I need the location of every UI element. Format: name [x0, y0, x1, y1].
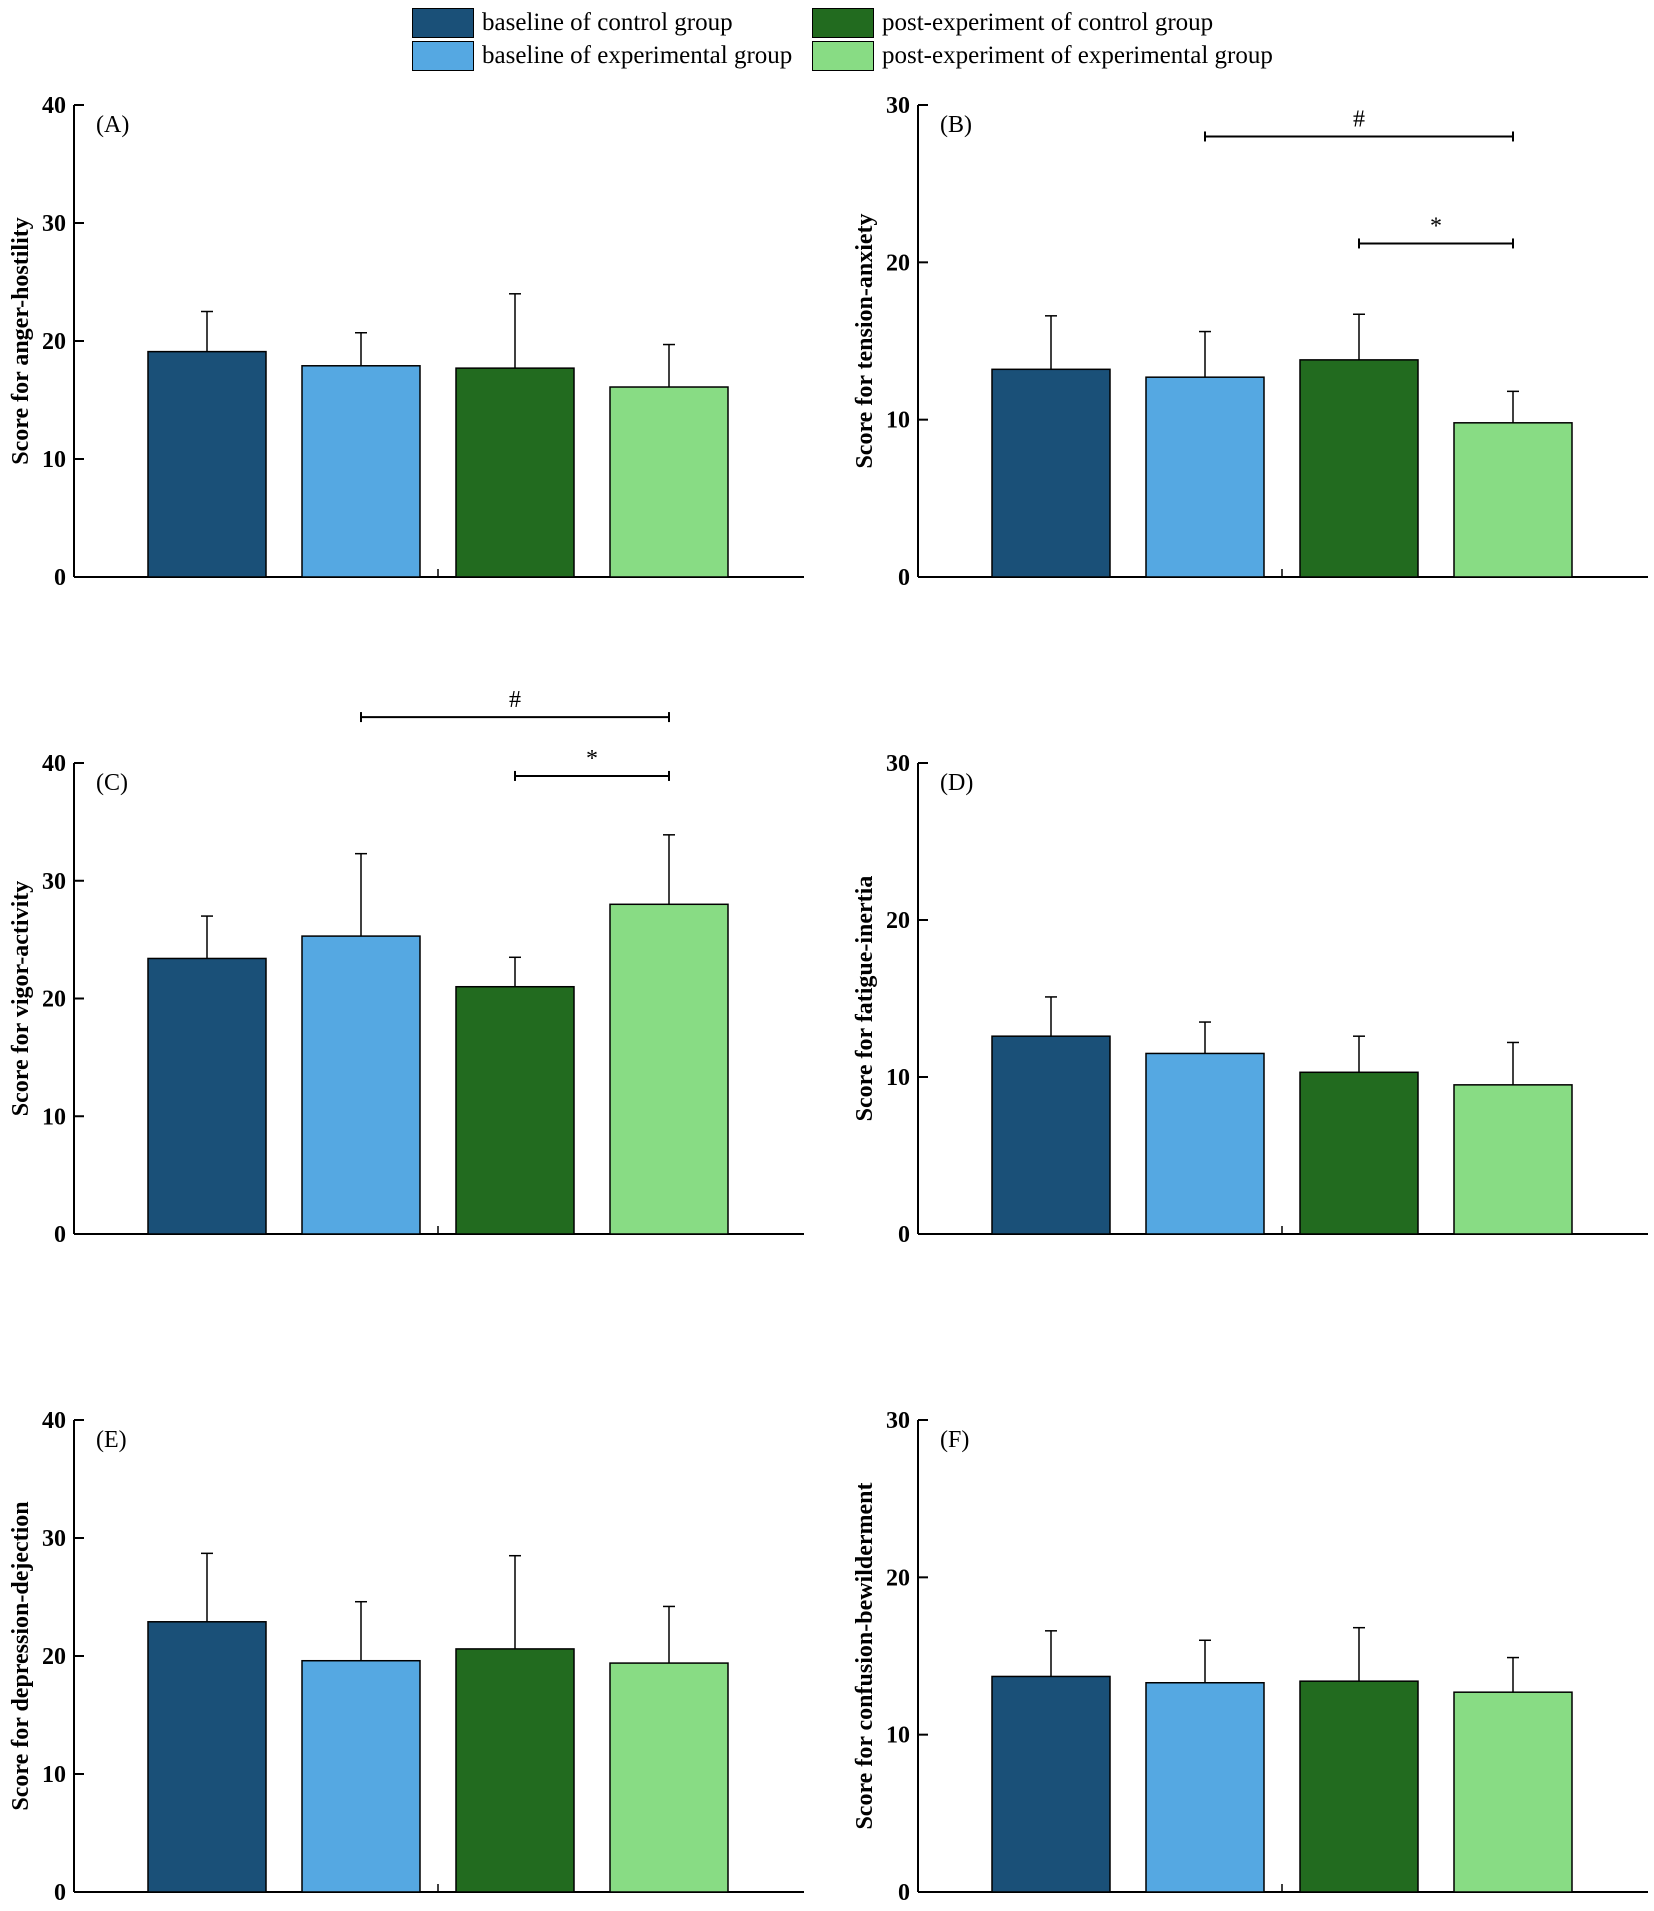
legend-label: baseline of experimental group: [482, 42, 793, 69]
panel-label: (D): [940, 770, 973, 796]
legend-item: post-experiment of control group: [812, 7, 1213, 39]
y-tick-label: 30: [886, 93, 910, 119]
bar: [1145, 1681, 1265, 1893]
legend-swatch-baseline-control: [412, 8, 474, 38]
y-tick-label: 0: [898, 1222, 910, 1248]
bar: [1453, 1691, 1573, 1893]
legend-item: baseline of experimental group: [412, 40, 792, 72]
y-tick-label: 20: [886, 250, 910, 276]
bar: [147, 350, 267, 578]
significance-marker: *: [586, 746, 598, 772]
y-tick-label: 0: [898, 1880, 910, 1906]
bar: [455, 367, 575, 578]
bar: [455, 985, 575, 1235]
panel-label: (C): [96, 770, 128, 796]
bar: [609, 386, 729, 578]
bar: [1145, 376, 1265, 578]
bar: [991, 1675, 1111, 1893]
y-tick-label: 10: [886, 408, 910, 434]
bar: [301, 365, 421, 578]
y-axis-label: Score for anger-hostility: [8, 217, 34, 465]
y-tick-label: 20: [42, 1644, 66, 1670]
legend-swatch-post-experimental: [812, 41, 874, 71]
bar: [609, 1662, 729, 1893]
y-tick-label: 10: [42, 1762, 66, 1788]
y-tick-label: 0: [54, 565, 66, 591]
significance-marker: #: [509, 687, 521, 713]
bar: [147, 957, 267, 1235]
y-tick-label: 40: [42, 1408, 66, 1434]
legend-item: baseline of control group: [412, 7, 733, 39]
y-tick-label: 20: [886, 908, 910, 934]
panel-label: (A): [96, 112, 129, 138]
y-axis-label: Score for tension-anxiety: [852, 213, 878, 468]
y-tick-label: 10: [42, 1104, 66, 1130]
bar: [1299, 1071, 1419, 1235]
bar: [455, 1648, 575, 1893]
bar: [991, 1035, 1111, 1235]
bar: [1453, 422, 1573, 578]
y-tick-label: 30: [42, 869, 66, 895]
y-tick-label: 20: [886, 1565, 910, 1591]
y-tick-label: 30: [42, 211, 66, 237]
y-tick-label: 0: [898, 565, 910, 591]
legend-label: post-experiment of experimental group: [882, 42, 1273, 69]
legend-item: post-experiment of experimental group: [812, 40, 1273, 72]
y-axis-label: Score for confusion-bewilderment: [852, 1482, 878, 1829]
y-tick-label: 10: [42, 447, 66, 473]
panel-label: (E): [96, 1427, 127, 1453]
y-tick-label: 40: [42, 93, 66, 119]
legend-swatch-post-control: [812, 8, 874, 38]
bar: [1299, 1680, 1419, 1893]
bar: [1299, 359, 1419, 578]
legend-label: baseline of control group: [482, 9, 733, 36]
y-tick-label: 30: [42, 1526, 66, 1552]
legend-swatch-baseline-experimental: [412, 41, 474, 71]
y-axis-label: Score for fatigue-inertia: [852, 876, 878, 1122]
significance-marker: *: [1430, 213, 1442, 239]
bar: [301, 935, 421, 1235]
bar: [147, 1621, 267, 1893]
y-tick-label: 30: [886, 751, 910, 777]
y-axis-label: Score for vigor-activity: [8, 881, 34, 1116]
legend: baseline of control group baseline of ex…: [0, 0, 1654, 80]
bar: [1453, 1084, 1573, 1235]
bar: [609, 903, 729, 1235]
y-tick-label: 20: [42, 329, 66, 355]
y-axis-label: Score for depression-dejection: [8, 1501, 34, 1810]
y-tick-label: 10: [886, 1723, 910, 1749]
y-tick-label: 30: [886, 1408, 910, 1434]
legend-label: post-experiment of control group: [882, 9, 1214, 36]
y-tick-label: 40: [42, 751, 66, 777]
y-tick-label: 10: [886, 1065, 910, 1091]
y-tick-label: 20: [42, 987, 66, 1013]
panel-label: (B): [940, 112, 972, 138]
bar: [301, 1659, 421, 1893]
y-tick-label: 0: [54, 1222, 66, 1248]
significance-marker: #: [1353, 106, 1365, 132]
bar: [1145, 1052, 1265, 1235]
bar: [991, 368, 1111, 578]
panel-label: (F): [940, 1427, 969, 1453]
y-tick-label: 0: [54, 1880, 66, 1906]
